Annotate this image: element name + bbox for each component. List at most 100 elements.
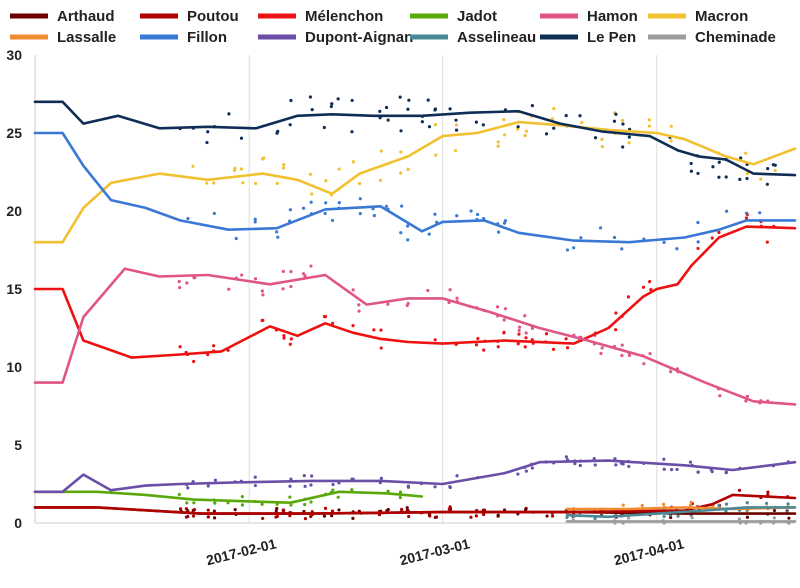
poll-dot-Mélenchon	[524, 336, 528, 340]
poll-dot-Le Pen	[578, 114, 582, 118]
poll-dot-Arthaud	[302, 509, 306, 514]
poll-dot-Arthaud	[386, 507, 390, 512]
poll-dot-Hamon	[281, 287, 285, 291]
poll-dot-Macron	[351, 160, 356, 164]
poll-dot-Macron	[205, 181, 209, 185]
poll-dot-Dupont-Aignan	[662, 467, 666, 471]
poll-dot-Macron	[378, 178, 383, 182]
poll-dot-Fillon	[455, 214, 459, 218]
y-tick-label: 5	[14, 437, 22, 453]
poll-dot-Mélenchon	[178, 345, 182, 349]
poll-dot-Mélenchon	[260, 318, 264, 323]
poll-dot-Macron	[523, 134, 527, 138]
poll-dot-Mélenchon	[626, 295, 631, 299]
legend-label: Lassalle	[57, 29, 116, 46]
poll-dot-Fillon	[469, 209, 473, 213]
poll-dot-Hamon	[301, 272, 306, 276]
poll-dot-Jadot	[289, 503, 293, 507]
legend-label: Hamon	[587, 8, 638, 25]
poll-dot-Fillon	[253, 217, 257, 221]
poll-dot-Le Pen	[322, 125, 326, 130]
poll-dot-Cheminade	[626, 516, 631, 520]
poll-dot-Le Pen	[621, 145, 625, 149]
poll-dot-Asselineau	[717, 504, 721, 508]
poll-dot-Poutou	[766, 490, 770, 494]
poll-dot-Asselineau	[565, 515, 569, 520]
poll-dot-Dupont-Aignan	[289, 477, 293, 481]
poll-dot-Fillon	[212, 211, 216, 216]
poll-dot-Dupont-Aignan	[669, 467, 674, 472]
poll-dot-Poutou	[474, 514, 478, 518]
poll-dot-Mélenchon	[482, 348, 486, 352]
poll-dot-Hamon	[523, 314, 527, 318]
poll-dot-Hamon	[642, 362, 646, 366]
poll-dot-Dupont-Aignan	[524, 469, 528, 473]
poll-dot-Le Pen	[330, 102, 334, 106]
y-tick-label: 30	[6, 47, 22, 63]
poll-dot-Fillon	[579, 236, 583, 240]
poll-dot-Macron	[191, 164, 195, 168]
poll-dot-Dupont-Aignan	[573, 461, 577, 466]
poll-dot-Le Pen	[420, 120, 424, 124]
poll-dot-Lassalle	[640, 503, 644, 508]
poll-dot-Arthaud	[772, 508, 777, 513]
poll-dot-Macron	[399, 171, 403, 175]
poll-dot-Macron	[600, 145, 604, 149]
poll-dot-Fillon	[400, 204, 404, 208]
poll-dot-Macron	[358, 181, 362, 186]
poll-dot-Le Pen	[738, 177, 742, 181]
poll-dot-Mélenchon	[331, 321, 335, 325]
poll-dot-Le Pen	[310, 108, 314, 112]
poll-dot-Mélenchon	[565, 346, 570, 350]
poll-dot-Poutou	[400, 507, 404, 511]
poll-dot-Le Pen	[717, 175, 721, 179]
poll-dot-Poutou	[275, 514, 279, 518]
y-tick-label: 25	[6, 125, 22, 141]
poll-dot-Fillon	[406, 224, 410, 228]
poll-dot-Jadot	[240, 503, 245, 507]
poll-dot-Le Pen	[227, 112, 231, 116]
poll-dot-Macron	[600, 137, 604, 141]
poll-dot-Dupont-Aignan	[213, 478, 218, 482]
poll-dot-Mélenchon	[474, 343, 479, 347]
poll-dot-Mélenchon	[717, 230, 721, 235]
poll-dot-Hamon	[357, 309, 361, 313]
poll-dot-Fillon	[758, 211, 762, 215]
y-tick-label: 0	[14, 515, 22, 531]
poll-dot-Fillon	[406, 238, 410, 242]
poll-dot-Fillon	[427, 232, 431, 236]
poll-dot-Hamon	[524, 331, 528, 335]
poll-dot-Mélenchon	[648, 280, 652, 284]
poll-dot-Arthaud	[275, 506, 279, 511]
poll-dot-Jadot	[185, 501, 189, 505]
poll-dot-Macron	[745, 172, 750, 176]
poll-dot-Macron	[496, 140, 500, 144]
poll-dot-Fillon	[358, 197, 362, 201]
poll-dot-Jadot	[386, 489, 390, 493]
poll-dot-Mélenchon	[379, 346, 383, 350]
poll-dot-Hamon	[620, 343, 624, 347]
legend-label: Dupont-Aignan	[305, 29, 413, 46]
poll-dot-Hamon	[289, 269, 293, 274]
poll-dot-Poutou	[309, 514, 313, 519]
poll-dot-Mélenchon	[614, 328, 618, 332]
poll-dot-Hamon	[260, 289, 264, 293]
poll-dot-Dupont-Aignan	[613, 457, 617, 461]
poll-dot-Hamon	[227, 287, 231, 291]
poll-dot-Macron	[524, 129, 528, 133]
poll-dot-Cheminade	[690, 516, 694, 520]
x-tick-label: 2017-04-01	[612, 535, 686, 568]
poll-dot-Fillon	[502, 221, 507, 225]
poll-dot-Le Pen	[336, 97, 340, 101]
poll-dot-Arthaud	[233, 507, 237, 512]
poll-dot-Le Pen	[427, 125, 432, 129]
poll-dot-Mélenchon	[379, 328, 383, 332]
y-tick-label: 15	[6, 281, 22, 297]
poll-dot-Fillon	[330, 218, 335, 223]
poll-dot-Hamon	[289, 284, 293, 289]
poll-dot-Le Pen	[205, 140, 209, 145]
poll-dot-Dupont-Aignan	[675, 467, 679, 472]
poll-dot-Poutou	[428, 514, 432, 518]
poll-dot-Hamon	[627, 353, 632, 357]
poll-dot-Poutou	[407, 514, 411, 519]
